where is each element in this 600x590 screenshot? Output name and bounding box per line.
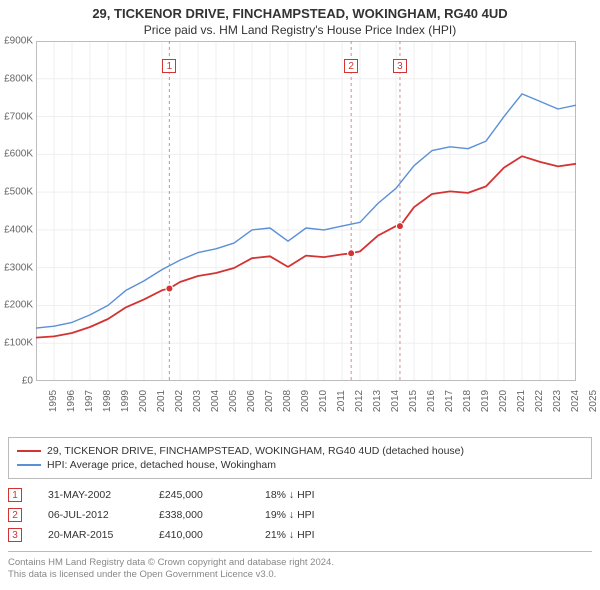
transaction-marker: 2 [344, 59, 358, 73]
x-tick-label: 2010 [316, 390, 329, 412]
x-tick-label: 2013 [370, 390, 383, 412]
transaction-marker: 3 [8, 528, 22, 542]
transaction-price: £245,000 [159, 489, 239, 501]
x-tick-label: 2020 [496, 390, 509, 412]
transaction-date: 06-JUL-2012 [48, 509, 133, 521]
transaction-marker: 1 [8, 488, 22, 502]
x-tick-label: 1997 [82, 390, 95, 412]
x-tick-label: 2017 [442, 390, 455, 412]
transaction-row: 2 06-JUL-2012 £338,000 19% ↓ HPI [8, 505, 592, 525]
x-tick-label: 2001 [154, 390, 167, 412]
legend-item: HPI: Average price, detached house, Woki… [17, 458, 583, 472]
footer-line-1: Contains HM Land Registry data © Crown c… [8, 557, 592, 569]
y-tick-label: £0 [22, 376, 36, 387]
transaction-delta: 21% ↓ HPI [265, 529, 350, 541]
y-tick-label: £600K [4, 149, 36, 160]
transaction-marker: 1 [162, 59, 176, 73]
chart-svg [36, 41, 576, 381]
x-tick-label: 2008 [280, 390, 293, 412]
x-tick-label: 1998 [100, 390, 113, 412]
y-tick-label: £100K [4, 338, 36, 349]
transaction-row: 3 20-MAR-2015 £410,000 21% ↓ HPI [8, 525, 592, 545]
x-tick-label: 1995 [46, 390, 59, 412]
x-tick-label: 2009 [298, 390, 311, 412]
x-tick-label: 2003 [190, 390, 203, 412]
x-tick-label: 2002 [172, 390, 185, 412]
x-tick-label: 2012 [352, 390, 365, 412]
transaction-marker: 3 [393, 59, 407, 73]
x-tick-label: 2021 [514, 390, 527, 412]
y-tick-label: £200K [4, 300, 36, 311]
x-tick-label: 2011 [334, 390, 347, 412]
legend: 29, TICKENOR DRIVE, FINCHAMPSTEAD, WOKIN… [8, 437, 592, 479]
x-tick-label: 2022 [532, 390, 545, 412]
chart-title: 29, TICKENOR DRIVE, FINCHAMPSTEAD, WOKIN… [0, 0, 600, 21]
x-tick-label: 2007 [262, 390, 275, 412]
x-tick-label: 2005 [226, 390, 239, 412]
x-tick-label: 2006 [244, 390, 257, 412]
x-tick-label: 2018 [460, 390, 473, 412]
page: 29, TICKENOR DRIVE, FINCHAMPSTEAD, WOKIN… [0, 0, 600, 590]
x-tick-label: 2025 [586, 390, 599, 412]
legend-swatch [17, 464, 41, 466]
y-tick-label: £800K [4, 73, 36, 84]
transaction-price: £410,000 [159, 529, 239, 541]
footer-line-2: This data is licensed under the Open Gov… [8, 569, 592, 581]
transaction-delta: 18% ↓ HPI [265, 489, 350, 501]
legend-label: 29, TICKENOR DRIVE, FINCHAMPSTEAD, WOKIN… [47, 445, 464, 457]
x-tick-label: 2004 [208, 390, 221, 412]
transaction-date: 20-MAR-2015 [48, 529, 133, 541]
x-tick-label: 1999 [118, 390, 131, 412]
transaction-date: 31-MAY-2002 [48, 489, 133, 501]
legend-swatch [17, 450, 41, 452]
x-tick-label: 2019 [478, 390, 491, 412]
chart: £0£100K£200K£300K£400K£500K£600K£700K£80… [36, 41, 596, 401]
y-tick-label: £500K [4, 187, 36, 198]
y-tick-label: £700K [4, 111, 36, 122]
x-tick-label: 1996 [64, 390, 77, 412]
legend-item: 29, TICKENOR DRIVE, FINCHAMPSTEAD, WOKIN… [17, 444, 583, 458]
x-tick-label: 2024 [568, 390, 581, 412]
chart-subtitle: Price paid vs. HM Land Registry's House … [0, 21, 600, 41]
x-tick-label: 2014 [388, 390, 401, 412]
transaction-marker: 2 [8, 508, 22, 522]
y-tick-label: £900K [4, 36, 36, 47]
x-tick-label: 2000 [136, 390, 149, 412]
transaction-delta: 19% ↓ HPI [265, 509, 350, 521]
y-tick-label: £300K [4, 262, 36, 273]
transactions-table: 1 31-MAY-2002 £245,000 18% ↓ HPI 2 06-JUL-201… [8, 485, 592, 545]
x-tick-label: 2015 [406, 390, 419, 412]
y-tick-label: £400K [4, 224, 36, 235]
transaction-price: £338,000 [159, 509, 239, 521]
x-tick-label: 2023 [550, 390, 563, 412]
footer: Contains HM Land Registry data © Crown c… [8, 551, 592, 582]
transaction-row: 1 31-MAY-2002 £245,000 18% ↓ HPI [8, 485, 592, 505]
x-tick-label: 2016 [424, 390, 437, 412]
legend-label: HPI: Average price, detached house, Woki… [47, 459, 276, 471]
